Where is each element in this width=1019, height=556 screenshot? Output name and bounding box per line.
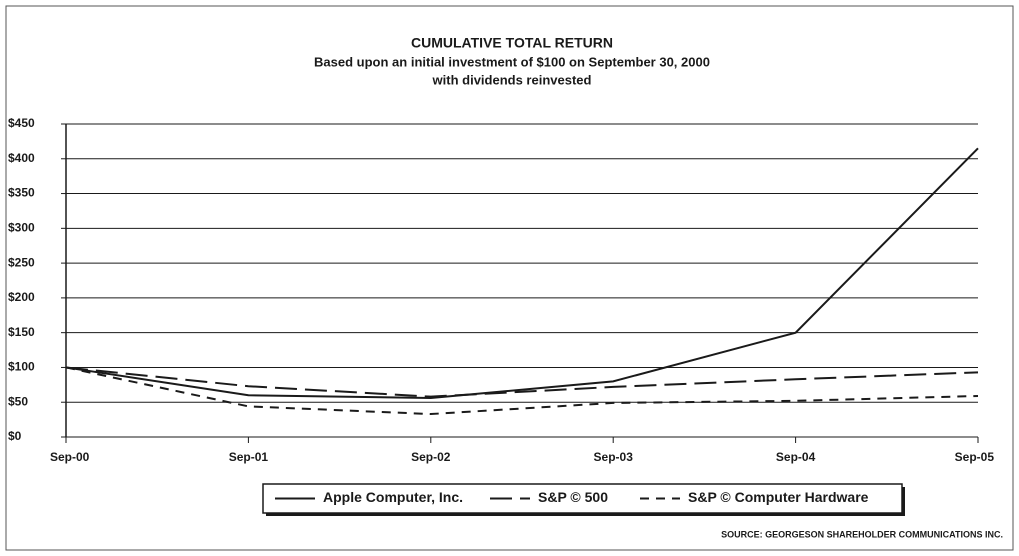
- y-tick-label: $350: [8, 186, 35, 200]
- legend-label: S&P © 500: [538, 489, 608, 505]
- y-tick-label: $300: [8, 221, 35, 235]
- series-line: [65, 147, 979, 400]
- legend-shadow: [902, 487, 905, 516]
- y-tick-label: $150: [8, 325, 35, 339]
- y-tick-label: $0: [8, 429, 22, 443]
- series-line: [65, 366, 979, 416]
- x-tick-label: Sep-05: [955, 450, 995, 464]
- y-tick-label: $50: [8, 394, 28, 408]
- x-tick-label: Sep-01: [229, 450, 269, 464]
- x-tick-label: Sep-02: [411, 450, 451, 464]
- legend-label: Apple Computer, Inc.: [323, 489, 463, 505]
- y-tick-label: $250: [8, 255, 35, 269]
- chart-title: CUMULATIVE TOTAL RETURN: [411, 35, 613, 51]
- source-note: SOURCE: GEORGESON SHAREHOLDER COMMUNICAT…: [721, 529, 1003, 539]
- y-tick-label: $100: [8, 360, 35, 374]
- chart-subtitle: Based upon an initial investment of $100…: [314, 54, 710, 69]
- chart-subtitle: with dividends reinvested: [432, 72, 592, 87]
- series-line: [65, 366, 979, 398]
- y-tick-label: $200: [8, 290, 35, 304]
- x-tick-label: Sep-03: [594, 450, 634, 464]
- y-tick-label: $400: [8, 151, 35, 165]
- x-tick-label: Sep-00: [50, 450, 90, 464]
- x-tick-label: Sep-04: [776, 450, 816, 464]
- y-tick-label: $450: [8, 116, 35, 130]
- frame: [5, 5, 1014, 551]
- legend-shadow: [266, 513, 905, 516]
- legend-label: S&P © Computer Hardware: [688, 489, 869, 505]
